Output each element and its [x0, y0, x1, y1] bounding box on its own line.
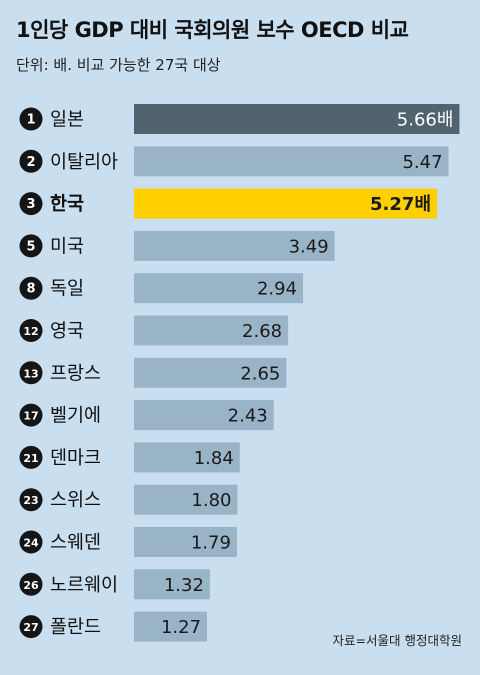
- value-label: 3.49: [289, 236, 329, 257]
- bar: [134, 273, 304, 304]
- country-label: 이탈리아: [50, 152, 118, 173]
- rank-badge: [19, 488, 43, 512]
- rank-number: 27: [23, 621, 38, 634]
- bar: [134, 442, 240, 473]
- rank-number: 21: [23, 452, 38, 465]
- source-note: 자료=서울대 행정대학원: [332, 633, 462, 648]
- rank-number: 13: [23, 367, 38, 380]
- rank-number: 5: [26, 239, 35, 254]
- rank-badge: [19, 234, 43, 258]
- bar: [134, 230, 335, 261]
- rank-number: 17: [23, 410, 38, 423]
- value-label: 2.94: [257, 279, 297, 300]
- country-label: 폴란드: [50, 617, 101, 638]
- country-label: 노르웨이: [50, 575, 118, 596]
- rank-badge: [19, 403, 43, 427]
- bar: [134, 104, 460, 134]
- rank-badge: [19, 445, 43, 469]
- value-label: 5.66배: [397, 110, 454, 131]
- rank-number: 26: [23, 579, 39, 592]
- country-label: 한국: [50, 194, 84, 215]
- rank-badge: [19, 149, 43, 173]
- rank-badge: [19, 107, 43, 131]
- country-label: 벨기에: [50, 406, 101, 427]
- country-label: 미국: [50, 236, 84, 257]
- chart-subtitle: 단위: 배. 비교 가능한 27국 대상: [16, 56, 221, 74]
- bar: [134, 315, 289, 346]
- bar: [134, 569, 210, 600]
- rank-number: 24: [23, 537, 39, 550]
- rank-number: 8: [26, 282, 35, 297]
- bar: [134, 527, 237, 557]
- rank-badge: [19, 530, 43, 554]
- bar: [134, 188, 438, 219]
- chart-title: 1인당 GDP 대비 국회의원 보수 OECD 비교: [16, 18, 409, 42]
- rank-number: 3: [26, 197, 35, 212]
- country-label: 독일: [50, 279, 84, 300]
- rank-number: 1: [26, 113, 35, 128]
- country-label: 프랑스: [50, 363, 101, 384]
- value-label: 5.27배: [370, 194, 431, 215]
- country-label: 스웨덴: [50, 533, 101, 554]
- value-label: 2.43: [228, 406, 268, 427]
- bar: [134, 146, 449, 177]
- value-label: 1.84: [194, 448, 234, 469]
- rank-badge: [19, 276, 43, 300]
- bar: [134, 611, 208, 642]
- rank-number: 2: [26, 155, 35, 170]
- value-label: 5.47: [402, 152, 442, 173]
- rank-number: 12: [23, 325, 38, 338]
- country-label: 영국: [50, 321, 84, 342]
- value-label: 2.65: [240, 363, 280, 384]
- value-label: 1.32: [164, 575, 204, 596]
- value-label: 1.27: [161, 617, 201, 638]
- country-label: 스위스: [50, 490, 101, 511]
- value-label: 1.79: [191, 533, 231, 554]
- rank-badge: [19, 615, 43, 639]
- rank-badge: [19, 572, 43, 596]
- value-label: 2.68: [242, 321, 282, 342]
- rank-badge: [19, 319, 43, 342]
- rank-badge: [19, 361, 43, 385]
- country-label: 덴마크: [50, 448, 101, 469]
- bar: [134, 484, 238, 515]
- bar: [134, 357, 287, 388]
- rank-number: 23: [23, 494, 38, 507]
- bar: [134, 400, 274, 431]
- value-label: 1.80: [191, 490, 231, 511]
- country-label: 일본: [50, 110, 84, 131]
- rank-badge: [19, 192, 43, 216]
